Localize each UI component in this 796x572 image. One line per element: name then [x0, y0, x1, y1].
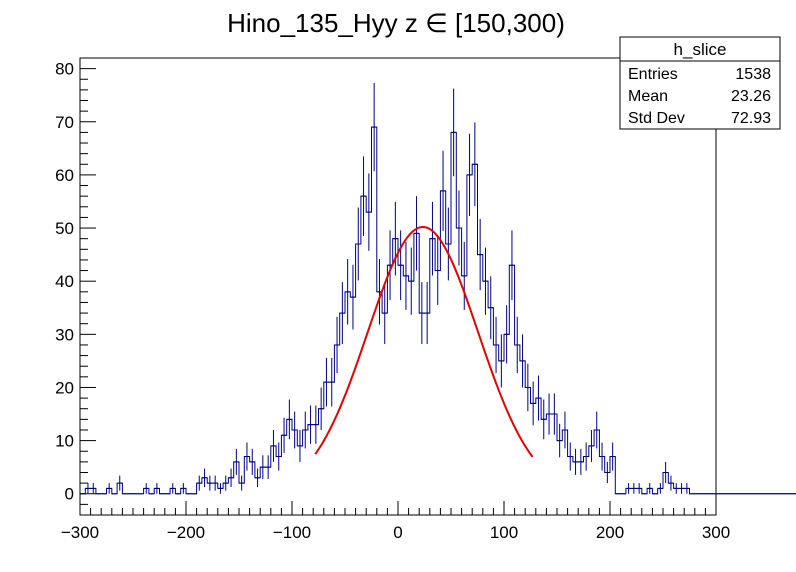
x-tick-label: 100 [490, 523, 518, 542]
y-tick-label: 30 [55, 325, 74, 344]
fit-curve [314, 226, 534, 458]
histogram-bins [80, 126, 796, 495]
x-tick-label: −100 [273, 523, 311, 542]
y-tick-label: 80 [55, 60, 74, 79]
stats-box-frame [619, 36, 781, 130]
y-tick-label: 40 [55, 272, 74, 291]
x-axis: −300 −200 −100 0 100 200 300 [61, 501, 730, 542]
stats-box: h_slice Entries 1538 Mean 23.26 Std Dev … [619, 36, 781, 130]
x-tick-label: 0 [393, 523, 402, 542]
stats-stddev-value: 72.93 [731, 110, 771, 127]
x-tick-label: 300 [702, 523, 730, 542]
stats-stddev-label: Std Dev [628, 110, 685, 127]
x-tick-label: −200 [167, 523, 205, 542]
stats-mean-label: Mean [628, 88, 668, 105]
x-tick-label: 200 [596, 523, 624, 542]
chart-title: Hino_135_Hyy z ∈ [150,300) [227, 8, 565, 38]
y-tick-label: 20 [55, 378, 74, 397]
histogram-outline [80, 126, 796, 495]
x-tick-label: −300 [61, 523, 99, 542]
gaussian-fit [314, 226, 534, 458]
error-bars [87, 82, 688, 494]
y-axis: 0 10 20 30 40 50 60 70 80 [55, 60, 96, 505]
y-tick-label: 10 [55, 432, 74, 451]
y-tick-label: 0 [65, 485, 74, 504]
stats-mean-value: 23.26 [731, 88, 771, 105]
y-tick-label: 60 [55, 166, 74, 185]
stats-entries-value: 1538 [735, 66, 771, 83]
stats-box-title: h_slice [674, 40, 727, 59]
y-tick-label: 70 [55, 113, 74, 132]
y-tick-label: 50 [55, 219, 74, 238]
stats-entries-label: Entries [628, 66, 678, 83]
